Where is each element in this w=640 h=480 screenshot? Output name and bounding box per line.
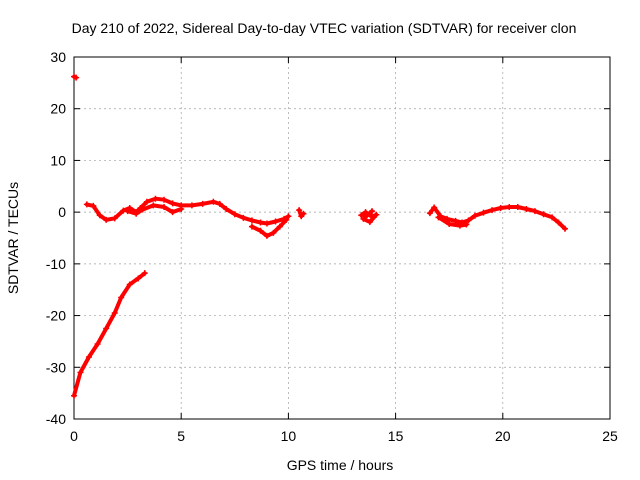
data-point (210, 198, 217, 205)
data-point (169, 200, 176, 207)
series-trace-seg9 (436, 215, 469, 228)
data-point (143, 198, 150, 205)
data-point (369, 208, 376, 215)
axis-ticks: 0 5 10 15 20 25 30 20 10 0 -10 -20 -30 -40 (46, 49, 618, 444)
data-point (369, 213, 376, 220)
x-tick-label: 5 (177, 428, 185, 444)
data-point (73, 74, 80, 81)
data-point (300, 210, 307, 217)
data-point (373, 211, 380, 218)
data-point (96, 212, 103, 219)
data-point (223, 206, 230, 213)
data-point (248, 223, 255, 230)
x-tick-label: 0 (70, 428, 78, 444)
data-point (94, 341, 101, 348)
data-point (178, 206, 185, 213)
series-trace-seg3 (84, 196, 291, 226)
data-point (523, 206, 530, 213)
chart-title: Day 210 of 2022, Sidereal Day-to-day VTE… (72, 20, 577, 36)
data-point (366, 218, 373, 225)
y-axis-label: SDTVAR / TECUs (5, 182, 21, 294)
data-point (118, 294, 125, 301)
series-trace-seg2 (72, 271, 147, 398)
data-point (133, 210, 140, 217)
x-tick-label: 10 (281, 428, 297, 444)
data-point (456, 222, 463, 229)
data-point (426, 210, 433, 217)
data-point (435, 214, 442, 221)
data-point (111, 309, 118, 316)
data-point (188, 202, 195, 209)
data-point (446, 221, 453, 228)
data-point (169, 209, 176, 216)
y-tick-label: -30 (46, 359, 66, 375)
data-point (199, 200, 206, 207)
data-point (272, 218, 279, 225)
data-point (358, 212, 365, 219)
grid (74, 57, 610, 419)
data-point (270, 229, 277, 236)
x-axis-label: GPS time / hours (287, 457, 394, 473)
y-tick-label: -40 (46, 411, 66, 427)
y-tick-label: 0 (58, 204, 66, 220)
data-series (71, 73, 568, 399)
data-point (362, 209, 369, 216)
data-point (514, 203, 521, 210)
data-point (141, 270, 148, 277)
y-tick-label: 20 (50, 101, 66, 117)
data-point (531, 208, 538, 215)
y-tick-label: 30 (50, 49, 66, 65)
x-tick-label: 25 (602, 428, 618, 444)
data-point (263, 220, 270, 227)
x-tick-label: 20 (495, 428, 511, 444)
data-point (77, 369, 84, 376)
data-point (103, 325, 110, 332)
data-point (452, 217, 459, 224)
data-point (150, 202, 157, 209)
data-point (480, 209, 487, 216)
data-point (471, 212, 478, 219)
data-point (555, 219, 562, 226)
data-point (285, 213, 292, 220)
data-point (463, 221, 470, 228)
data-point (540, 211, 547, 218)
data-point (216, 200, 223, 207)
data-point (431, 204, 438, 211)
data-point (103, 216, 110, 223)
data-point (111, 215, 118, 222)
data-point (126, 281, 133, 288)
data-point (231, 211, 238, 218)
data-point (240, 214, 247, 221)
data-point (139, 206, 146, 213)
data-point (161, 203, 168, 210)
data-point (561, 225, 568, 232)
data-point (86, 353, 93, 360)
y-tick-label: -10 (46, 256, 66, 272)
data-point (248, 217, 255, 224)
plot-frame (73, 56, 611, 420)
data-point (549, 214, 556, 221)
y-tick-label: -20 (46, 308, 66, 324)
data-point (135, 275, 142, 282)
data-point (360, 215, 367, 222)
data-point (257, 227, 264, 234)
data-point (71, 392, 77, 399)
data-point (124, 208, 131, 215)
data-point (90, 202, 97, 209)
data-point (506, 203, 513, 210)
data-point (161, 196, 168, 203)
data-point (257, 219, 264, 226)
data-point (263, 232, 270, 239)
data-point (296, 207, 303, 214)
x-tick-label: 15 (388, 428, 404, 444)
data-point (283, 216, 290, 223)
data-point (152, 195, 159, 202)
y-tick-label: 10 (50, 152, 66, 168)
data-point (489, 207, 496, 214)
data-point (497, 205, 504, 212)
data-point (83, 201, 90, 208)
data-point (276, 223, 283, 230)
data-point (465, 217, 472, 224)
